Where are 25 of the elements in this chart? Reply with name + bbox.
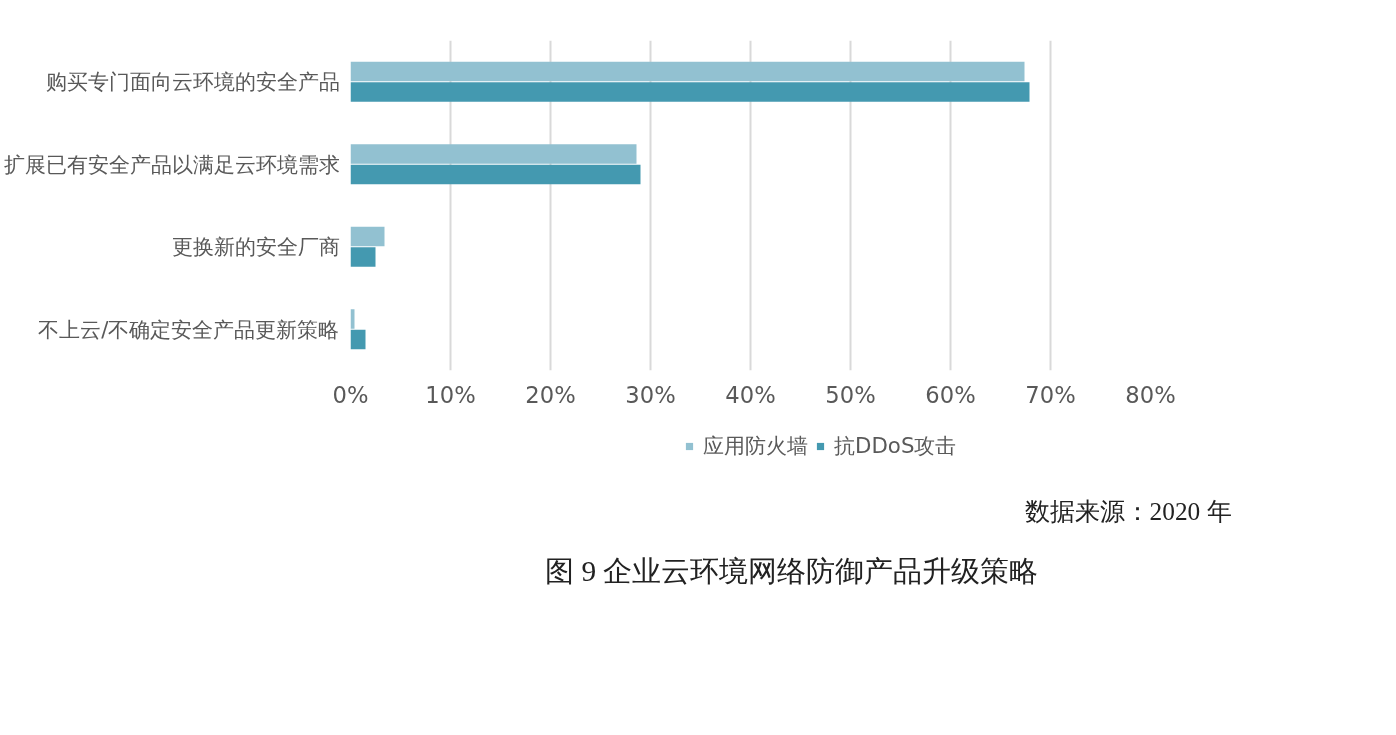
bar [350,247,376,267]
x-tick-label: 40% [725,381,776,408]
legend-label: 应用防火墙 [703,432,808,460]
bar [350,226,385,247]
y-tick-label: 不上云/不确定安全产品更新策略 [38,316,340,342]
bar [350,61,1025,82]
bar [350,329,366,350]
y-tick-label: 更换新的安全厂商 [171,234,340,260]
x-tick-label: 70% [1025,381,1076,408]
bar [350,144,637,164]
bar [350,309,355,329]
x-tick-label: 60% [925,381,976,408]
y-tick-label: 扩展已有安全产品以满足云环境需求 [3,151,340,177]
x-tick-label: 80% [1125,381,1176,408]
x-tick-label: 30% [625,381,676,408]
text: 图 9 企业云环境网络防御产品升级策略 [545,554,1039,587]
x-tick-label: 20% [525,381,576,408]
source-note: 数据来源：2020 年 [1024,496,1232,525]
x-tick-label: 0% [332,381,369,408]
x-tick-label: 10% [425,381,476,408]
legend-label: 抗DDoS攻击 [834,432,957,460]
y-tick-label: 购买专门面向云环境的安全产品 [45,69,340,95]
bar [350,164,641,185]
x-tick-label: 50% [825,381,876,408]
bar [350,82,1030,102]
